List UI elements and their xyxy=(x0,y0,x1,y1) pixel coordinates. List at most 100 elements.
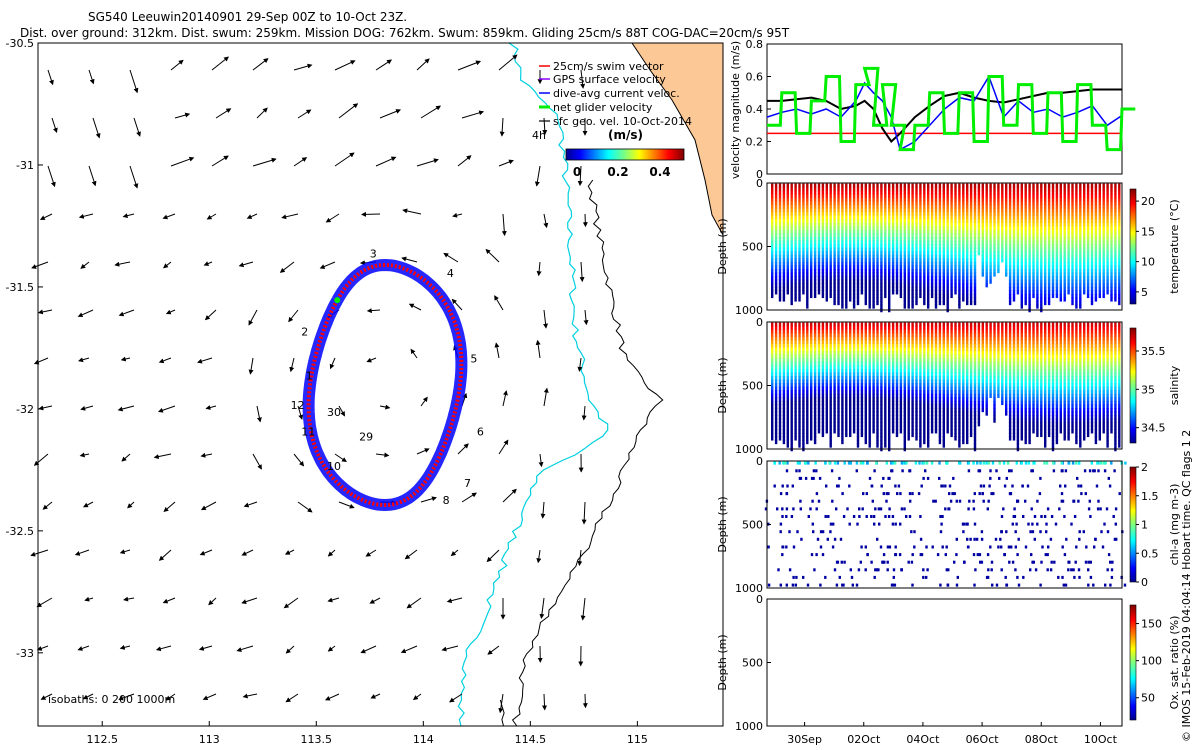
section-sample xyxy=(1016,197,1020,203)
section-sample xyxy=(927,322,930,327)
section-sample xyxy=(829,205,832,210)
map-ytick-label: -31.5 xyxy=(6,281,34,294)
section-sample xyxy=(798,286,801,291)
section-sample xyxy=(806,272,809,277)
section-sample xyxy=(802,340,805,345)
section-sample xyxy=(989,269,992,274)
section-sample xyxy=(891,408,895,413)
section-sample xyxy=(954,400,957,406)
surface-velocity-arrow xyxy=(39,213,53,220)
section-sample xyxy=(1110,205,1113,210)
section-sample xyxy=(993,226,996,231)
section-sample xyxy=(802,368,805,374)
section-sample xyxy=(876,361,879,366)
section-sample xyxy=(884,215,887,220)
section-sample xyxy=(907,336,910,342)
section-sample xyxy=(888,440,891,445)
section-sample xyxy=(774,290,778,295)
section-sample xyxy=(782,344,786,349)
section-sample xyxy=(845,297,848,302)
section-sample xyxy=(1086,265,1090,270)
section-sample xyxy=(969,390,973,395)
surface-velocity-arrow xyxy=(443,252,459,263)
section-sample xyxy=(856,258,860,263)
section-sample xyxy=(888,379,891,384)
section-sample xyxy=(1040,265,1043,270)
section-sample xyxy=(884,208,887,213)
section-sample xyxy=(876,279,879,284)
section-sample xyxy=(958,258,961,263)
section-sample xyxy=(1063,279,1066,284)
section-sample xyxy=(1020,258,1023,263)
section-sample xyxy=(1044,212,1047,217)
section-sample xyxy=(872,229,875,235)
section-sample xyxy=(825,233,828,238)
section-sample xyxy=(829,290,832,295)
section-sample xyxy=(829,229,832,235)
section-sample xyxy=(888,297,891,302)
section-sample xyxy=(1008,297,1012,302)
section-sample xyxy=(946,354,949,359)
section-sample xyxy=(911,301,914,306)
section-sample xyxy=(837,215,840,220)
section-sample xyxy=(829,194,832,199)
section-sample xyxy=(962,436,965,441)
section-sample xyxy=(954,208,957,213)
section-sample xyxy=(962,333,965,338)
section-sample xyxy=(1059,244,1062,249)
section-sample xyxy=(794,408,797,413)
section-sample xyxy=(1012,187,1016,192)
section-sample xyxy=(798,240,801,245)
section-sample xyxy=(790,229,793,235)
section-sample xyxy=(837,383,840,388)
section-sample xyxy=(1047,226,1051,231)
surface-velocity-arrow xyxy=(203,261,213,266)
section-sample xyxy=(942,229,945,235)
section-sample xyxy=(798,219,801,224)
section-sample xyxy=(794,400,797,406)
section-sample xyxy=(1083,254,1086,259)
section-sample xyxy=(907,237,910,242)
section-sample xyxy=(821,290,825,295)
section-sample xyxy=(794,247,797,252)
section-sample xyxy=(860,386,864,391)
section-sample xyxy=(954,376,957,381)
section-sample xyxy=(969,247,973,252)
section-sample xyxy=(798,400,801,406)
section-sample xyxy=(958,440,961,445)
speed-colorbar xyxy=(565,148,685,161)
section-sample xyxy=(786,379,789,384)
section-sample xyxy=(1051,215,1055,220)
section-sample xyxy=(810,229,813,235)
section-sample xyxy=(880,244,883,249)
section-sample xyxy=(1059,286,1062,291)
section-sample xyxy=(923,183,926,188)
section-sample xyxy=(856,240,860,245)
section-sample xyxy=(860,336,864,342)
section-sample xyxy=(1005,237,1008,242)
section-sample xyxy=(837,418,840,423)
section-sample xyxy=(810,258,813,263)
section-sample xyxy=(790,187,793,192)
section-sample xyxy=(1106,190,1109,195)
section-sample xyxy=(880,261,883,267)
section-sample xyxy=(841,333,844,338)
section-sample xyxy=(1059,226,1062,231)
section-sample xyxy=(888,397,891,402)
section-sample xyxy=(1051,247,1055,252)
section-sample xyxy=(778,351,782,356)
map-ytick-label: -31 xyxy=(16,159,34,172)
section-sample xyxy=(806,358,809,363)
section-sample xyxy=(911,372,914,377)
section-sample xyxy=(1008,272,1012,277)
section-sample xyxy=(993,212,996,217)
section-sample xyxy=(958,283,961,288)
section-sample xyxy=(880,440,883,445)
section-sample xyxy=(962,219,965,224)
track-day-label: 1 xyxy=(306,370,313,383)
section-sample xyxy=(938,372,942,377)
section-sample xyxy=(841,425,844,430)
section-sample xyxy=(810,208,813,213)
section-sample xyxy=(837,329,840,334)
section-sample xyxy=(1075,222,1078,227)
